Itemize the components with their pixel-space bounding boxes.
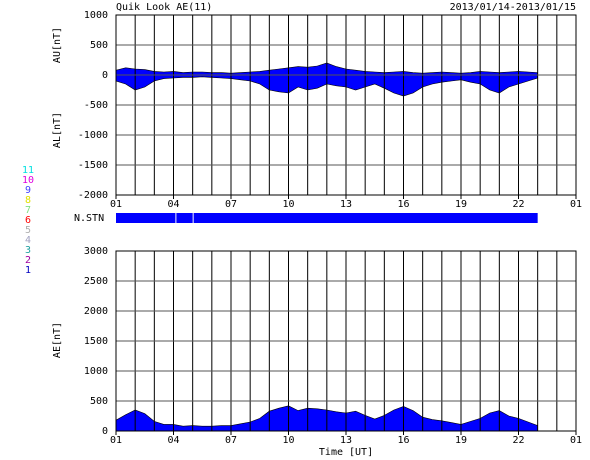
- legend-label: 3: [25, 245, 31, 256]
- y-tick-label: -1500: [78, 160, 108, 171]
- y-tick-label: 1500: [84, 336, 108, 347]
- x-tick-label: 04: [167, 199, 179, 210]
- legend-label: 7: [25, 205, 31, 216]
- y-tick-label: 500: [90, 396, 108, 407]
- x-tick-label: 22: [512, 199, 524, 210]
- legend-label: 9: [25, 185, 31, 196]
- y-tick-label: 500: [90, 40, 108, 51]
- y-tick-label: 1000: [84, 10, 108, 21]
- station-bar: [193, 213, 538, 223]
- plot-frame: [115, 14, 577, 196]
- x-tick-label: 07: [225, 199, 237, 210]
- legend-label: 8: [25, 195, 31, 206]
- station-bar: [116, 213, 176, 223]
- plot-frame: [115, 250, 577, 432]
- x-tick-label: 10: [282, 435, 294, 446]
- x-tick-label: 13: [340, 435, 352, 446]
- y-tick-label: -2000: [78, 190, 108, 201]
- title: Quik Look AE(11): [116, 2, 212, 13]
- y-tick-label: 3000: [84, 246, 108, 257]
- y-tick-label: 0: [102, 70, 108, 81]
- x-tick-label: 07: [225, 435, 237, 446]
- legend-label: 4: [25, 235, 31, 246]
- legend-label: 5: [25, 225, 31, 236]
- x-tick-label: 16: [397, 435, 409, 446]
- x-tick-label: 01: [570, 199, 582, 210]
- y-tick-label: 1000: [84, 366, 108, 377]
- x-tick-label: 22: [512, 435, 524, 446]
- legend-label: 10: [22, 175, 34, 186]
- x-tick-label: 10: [282, 199, 294, 210]
- legend-label: 11: [22, 165, 34, 176]
- x-tick-label: 19: [455, 199, 467, 210]
- y-axis-label: AL[nT]: [52, 112, 63, 148]
- y-tick-label: 0: [102, 426, 108, 437]
- y-axis-label: AU[nT]: [52, 27, 63, 63]
- y-tick-label: 2000: [84, 306, 108, 317]
- legend-label: 1: [25, 265, 31, 276]
- x-tick-label: 19: [455, 435, 467, 446]
- area: [115, 74, 539, 97]
- date-range: 2013/01/14-2013/01/15: [450, 2, 576, 13]
- y-axis-label: AE[nT]: [52, 322, 63, 358]
- station-bar: [176, 213, 193, 223]
- n-stn-label: N.STN: [74, 213, 104, 224]
- y-tick-label: 2500: [84, 276, 108, 287]
- legend-label: 6: [25, 215, 31, 226]
- x-tick-label: 13: [340, 199, 352, 210]
- x-axis-label: Time [UT]: [319, 447, 373, 458]
- x-tick-label: 16: [397, 199, 409, 210]
- y-tick-label: -500: [84, 100, 108, 111]
- x-tick-label: 01: [110, 435, 122, 446]
- legend-label: 2: [25, 255, 31, 266]
- x-tick-label: 04: [167, 435, 179, 446]
- x-tick-label: 01: [570, 435, 582, 446]
- y-tick-label: -1000: [78, 130, 108, 141]
- x-tick-label: 01: [110, 199, 122, 210]
